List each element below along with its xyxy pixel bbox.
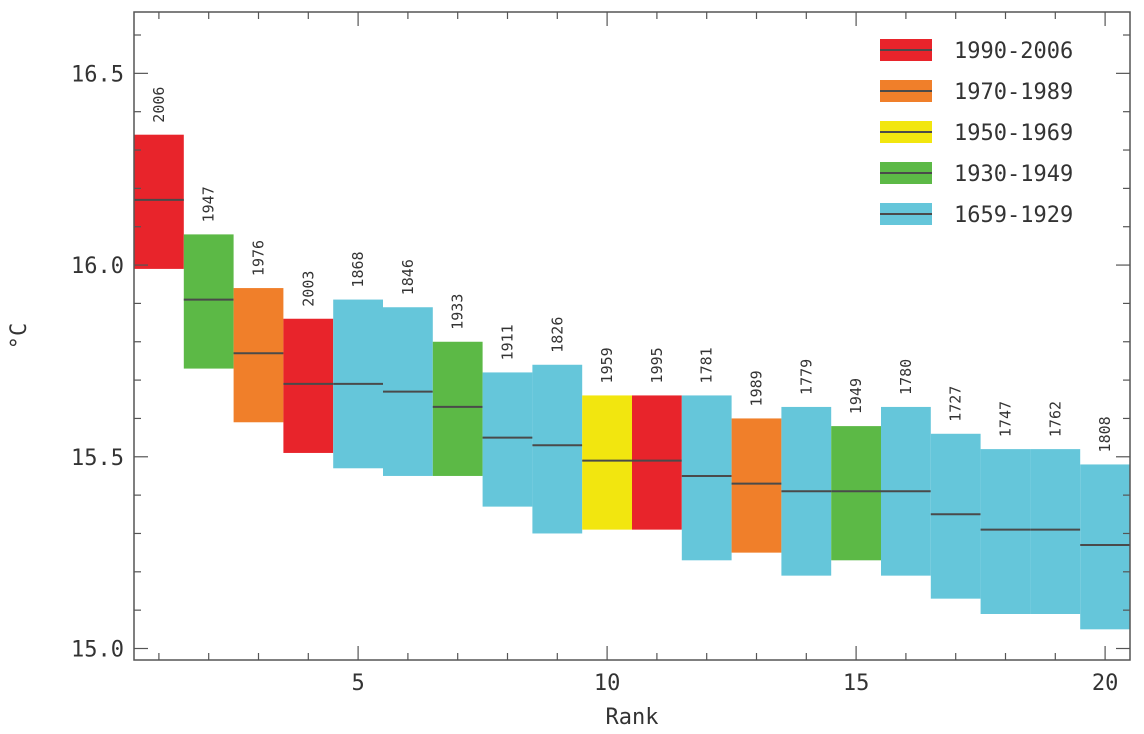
bar-rank-19 xyxy=(1030,449,1081,614)
year-label-rank-8: 1911 xyxy=(499,324,517,360)
legend-label-1: 1970-1989 xyxy=(954,80,1073,105)
bar-rank-10 xyxy=(582,395,632,530)
year-label-rank-20: 1808 xyxy=(1096,416,1114,452)
bar-rank-9 xyxy=(532,364,583,534)
bar-rank-3 xyxy=(233,288,284,423)
x-axis-title: Rank xyxy=(606,705,659,730)
year-labels: 2006 1947 1976 2003 1868 1846 1933 1911 1826 1959… xyxy=(150,87,1114,453)
year-label-rank-15: 1949 xyxy=(847,378,865,414)
year-label-rank-9: 1826 xyxy=(548,317,566,353)
bars-layer xyxy=(134,134,1130,630)
legend-label-3: 1930-1949 xyxy=(954,162,1073,187)
bar-rank-18 xyxy=(980,449,1031,614)
bar-rank-20 xyxy=(1080,464,1130,630)
y-tick-label-2: 16.0 xyxy=(71,254,124,279)
year-label-rank-12: 1781 xyxy=(698,347,716,383)
x-tick-label-10: 10 xyxy=(594,671,621,696)
year-label-rank-7: 1933 xyxy=(449,294,467,330)
year-label-rank-18: 1747 xyxy=(997,401,1015,437)
year-label-rank-14: 1779 xyxy=(797,359,815,395)
plot-frame xyxy=(133,11,1131,661)
x-tick-label-20: 20 xyxy=(1092,671,1119,696)
bar-rank-17 xyxy=(930,433,981,599)
bar-rank-8 xyxy=(482,372,533,507)
year-label-rank-16: 1780 xyxy=(897,359,915,395)
year-label-rank-5: 1868 xyxy=(349,251,367,287)
y-tick-label-3: 16.5 xyxy=(71,62,124,87)
legend-label-0: 1990-2006 xyxy=(954,39,1073,64)
x-tick-label-5: 5 xyxy=(351,671,364,696)
legend-label-2: 1950-1969 xyxy=(954,121,1073,146)
labels-layer: 5 10 15 20 15.0 15.5 16.0 16.5 xyxy=(71,62,1118,696)
legend-label-4: 1659-1929 xyxy=(954,203,1073,228)
bar-rank-11 xyxy=(632,395,682,530)
x-tick-label-15: 15 xyxy=(843,671,870,696)
bar-rank-1 xyxy=(134,134,184,269)
bar-rank-12 xyxy=(681,395,732,561)
year-label-rank-1: 2006 xyxy=(150,87,168,123)
year-label-rank-2: 1947 xyxy=(200,186,218,222)
legend: 1990-2006 1970-1989 1950-1969 1930-1949 1659… xyxy=(880,39,1073,228)
bar-rank-7 xyxy=(432,341,483,476)
year-label-rank-17: 1727 xyxy=(947,386,965,422)
y-axis-title: °C xyxy=(7,323,32,350)
y-tick-label-1: 15.5 xyxy=(71,446,124,471)
year-label-rank-19: 1762 xyxy=(1046,401,1064,437)
bar-rank-2 xyxy=(183,234,234,369)
year-label-rank-3: 1976 xyxy=(250,240,268,276)
year-label-rank-6: 1846 xyxy=(399,259,417,295)
year-label-rank-11: 1995 xyxy=(648,347,666,383)
year-label-rank-4: 2003 xyxy=(299,271,317,307)
bar-rank-4 xyxy=(283,318,334,453)
year-label-rank-10: 1959 xyxy=(598,347,616,383)
bar-rank-13 xyxy=(731,418,782,553)
bar-rank-15 xyxy=(831,426,881,561)
y-tick-label-0: 15.0 xyxy=(71,637,124,662)
ticks-layer xyxy=(134,12,1130,660)
year-label-rank-13: 1989 xyxy=(748,370,766,406)
